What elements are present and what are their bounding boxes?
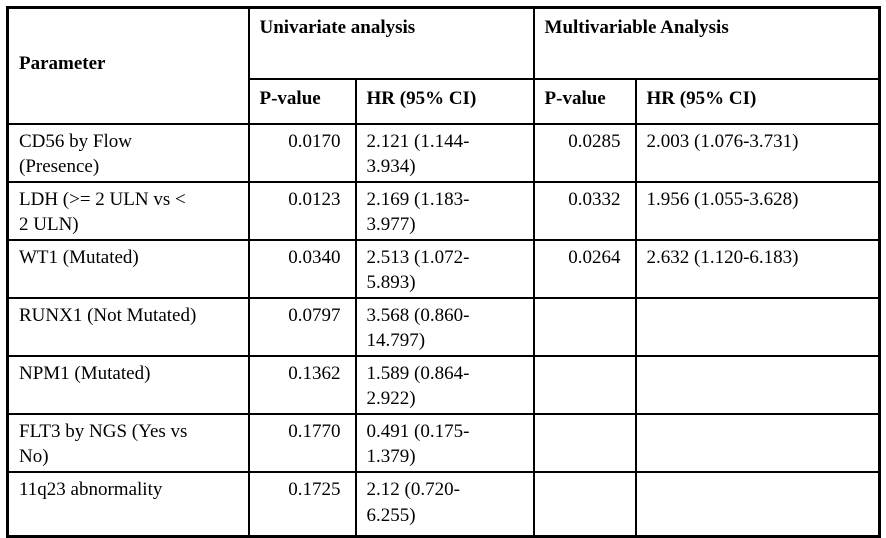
header-multivariable-pvalue: P-value: [532, 77, 637, 125]
cell-multivariable-pvalue: 0.0332: [532, 180, 637, 241]
analysis-table: Parameter Univariate analysis Multivaria…: [6, 6, 882, 538]
cell-univariate-hr: 2.169 (1.183- 3.977): [354, 180, 535, 241]
cell-multivariable-hr: 2.003 (1.076-3.731): [634, 122, 881, 183]
cell-multivariable-pvalue: [532, 355, 637, 416]
row-runx1: RUNX1 (Not Mutated) 0.0797 3.568 (0.860-…: [6, 296, 881, 358]
cell-parameter: 11q23 abnormality: [6, 471, 250, 538]
header-multivariable-group: Multivariable Analysis: [532, 6, 881, 80]
cell-univariate-pvalue: 0.0797: [247, 296, 357, 358]
cell-univariate-hr: 3.568 (0.860- 14.797): [354, 296, 535, 358]
row-npm1: NPM1 (Mutated) 0.1362 1.589 (0.864- 2.92…: [6, 355, 881, 416]
header-parameter: Parameter: [6, 6, 250, 125]
cell-univariate-hr: 1.589 (0.864- 2.922): [354, 355, 535, 416]
cell-parameter: LDH (>= 2 ULN vs < 2 ULN): [6, 180, 250, 241]
cell-univariate-hr: 2.513 (1.072- 5.893): [354, 238, 535, 299]
cell-multivariable-hr: 2.632 (1.120-6.183): [634, 238, 881, 299]
header-univariate-hr: HR (95% CI): [354, 77, 535, 125]
cell-parameter: CD56 by Flow (Presence): [6, 122, 250, 183]
cell-parameter: RUNX1 (Not Mutated): [6, 296, 250, 358]
row-ldh: LDH (>= 2 ULN vs < 2 ULN) 0.0123 2.169 (…: [6, 180, 881, 241]
cell-multivariable-pvalue: [532, 471, 637, 538]
cell-parameter: WT1 (Mutated): [6, 238, 250, 299]
cell-multivariable-hr: [634, 471, 881, 538]
row-wt1: WT1 (Mutated) 0.0340 2.513 (1.072- 5.893…: [6, 238, 881, 299]
cell-univariate-pvalue: 0.1362: [247, 355, 357, 416]
cell-univariate-pvalue: 0.0170: [247, 122, 357, 183]
header-group-row: Parameter Univariate analysis Multivaria…: [6, 6, 881, 125]
cell-multivariable-hr: [634, 413, 881, 474]
cell-univariate-pvalue: 0.1770: [247, 413, 357, 474]
cell-multivariable-pvalue: [532, 413, 637, 474]
cell-univariate-hr: 2.121 (1.144- 3.934): [354, 122, 535, 183]
cell-multivariable-pvalue: [532, 296, 637, 358]
cell-univariate-pvalue: 0.1725: [247, 471, 357, 538]
cell-parameter: FLT3 by NGS (Yes vs No): [6, 413, 250, 474]
cell-parameter: NPM1 (Mutated): [6, 355, 250, 416]
row-cd56: CD56 by Flow (Presence) 0.0170 2.121 (1.…: [6, 122, 881, 183]
cell-univariate-hr: 0.491 (0.175- 1.379): [354, 413, 535, 474]
cell-multivariable-pvalue: 0.0285: [532, 122, 637, 183]
header-multivariable-hr: HR (95% CI): [634, 77, 881, 125]
header-univariate-pvalue: P-value: [247, 77, 357, 125]
cell-multivariable-pvalue: 0.0264: [532, 238, 637, 299]
cell-univariate-pvalue: 0.0123: [247, 180, 357, 241]
cell-multivariable-hr: [634, 355, 881, 416]
cell-univariate-pvalue: 0.0340: [247, 238, 357, 299]
cell-multivariable-hr: [634, 296, 881, 358]
row-flt3: FLT3 by NGS (Yes vs No) 0.1770 0.491 (0.…: [6, 413, 881, 474]
header-univariate-group: Univariate analysis: [247, 6, 535, 80]
cell-multivariable-hr: 1.956 (1.055-3.628): [634, 180, 881, 241]
cell-univariate-hr: 2.12 (0.720- 6.255): [354, 471, 535, 538]
row-11q23: 11q23 abnormality 0.1725 2.12 (0.720- 6.…: [6, 471, 881, 538]
header-sub-row: P-value HR (95% CI) P-value HR (95% CI): [8, 77, 881, 125]
